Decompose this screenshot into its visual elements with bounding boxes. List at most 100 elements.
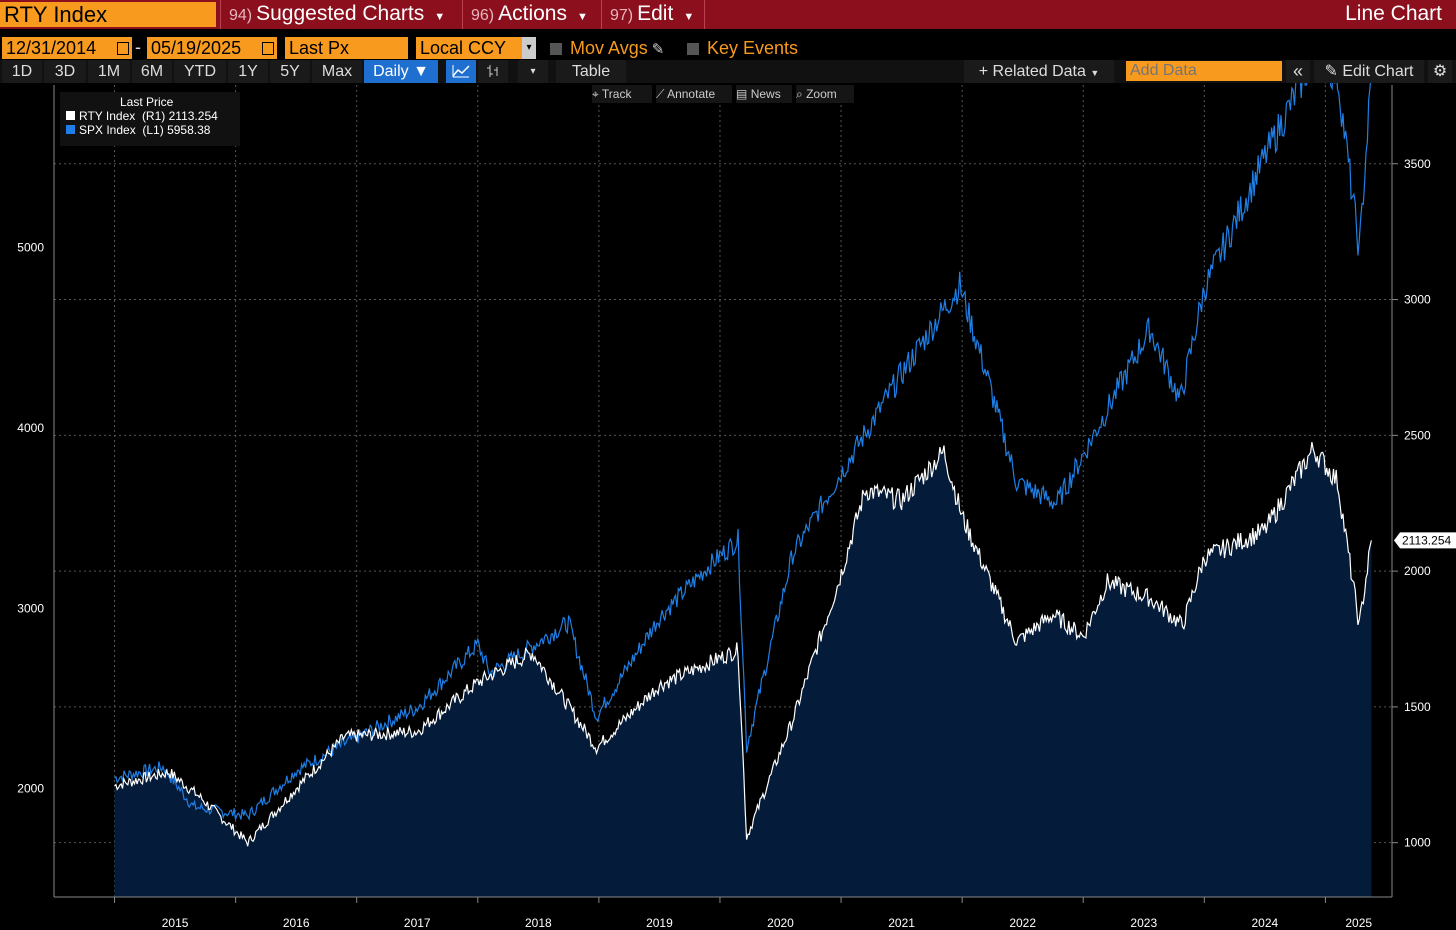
timeframe-5y[interactable]: 5Y [270,60,310,83]
legend-value: 2113.254 [168,109,218,123]
add-data-field[interactable] [1126,61,1284,81]
right-tick-label: 3500 [1404,157,1431,171]
actions-menu[interactable]: 96) Actions ▼ [462,0,600,29]
right-tick-label: 1000 [1404,836,1431,850]
end-date-field[interactable]: 05/19/2025 [147,37,277,59]
legend-name: RTY Index [79,109,136,123]
date-separator: - [135,37,141,57]
caret-down-icon: ▼ [434,11,446,23]
left-tick-label: 4000 [17,421,44,435]
rty-last-value: 2113.254 [1402,533,1451,547]
timeframe-1y[interactable]: 1Y [228,60,268,83]
calendar-icon[interactable] [262,42,274,55]
currency-select[interactable]: Local CCY [416,37,522,59]
left-tick-label: 3000 [17,601,44,615]
legend-swatch [66,125,75,134]
x-tick-label: 2024 [1252,916,1279,930]
x-tick-label: 2015 [162,916,189,930]
related-data-label: + Related Data [978,63,1086,80]
mov-avgs-toggle[interactable]: Mov Avgs ✎ [550,37,664,59]
key-events-toggle[interactable]: Key Events [687,37,798,59]
right-tick-label: 1500 [1404,700,1431,714]
menu-number: 94) [229,7,253,24]
mov-avgs-label: Mov Avgs [570,38,648,58]
edit-chart-button[interactable]: ✎ Edit Chart [1314,60,1424,83]
start-date-field[interactable]: 12/31/2014 [2,37,132,59]
rty-index-line [114,441,1372,847]
caret-down-icon: ▼ [683,11,695,23]
frequency-select[interactable]: Daily ▼ [364,60,438,83]
timeframe-6m[interactable]: 6M [132,60,172,83]
timeframe-1m[interactable]: 1M [88,60,130,83]
rty-last-value-tag [1394,532,1456,549]
caret-down-icon: ▼ [1090,68,1100,78]
news-label: News [750,87,781,101]
zoom-label: Zoom [806,87,837,101]
legend-swatch [66,111,75,120]
chart-legend: Last Price RTY Index (R1) 2113.254 SPX I… [60,92,240,146]
price-chart[interactable]: 2015 2016 2017 2018 2019 2020 2021 2022 2023 2024… [0,83,1456,930]
legend-item-spx: SPX Index (L1) 5958.38 [60,123,240,137]
zoom-tool[interactable]: ⌕ Zoom [796,85,854,103]
pencil-icon: ✎ [1324,63,1338,80]
annotate-icon: ⟋ [656,87,665,101]
caret-down-icon: ▼ [577,11,588,23]
track-tool[interactable]: ⌖ Track [592,85,652,103]
x-tick-label: 2019 [646,916,673,930]
crosshair-icon: ⌖ [592,87,599,101]
annotate-tool[interactable]: ⟋ Annotate [656,85,732,103]
x-tick-label: 2017 [404,916,431,930]
bar-chart-icon[interactable] [478,60,508,83]
legend-item-rty: RTY Index (R1) 2113.254 [60,109,240,123]
start-date-value: 12/31/2014 [6,38,97,58]
related-data-button[interactable]: + Related Data ▼ [964,60,1114,83]
rty-area [114,442,1372,897]
menu-number: 96) [471,7,495,24]
suggested-charts-menu[interactable]: 94) Suggested Charts ▼ [220,0,460,29]
x-tick-label: 2018 [525,916,552,930]
pencil-icon[interactable]: ✎ [651,41,665,58]
table-button[interactable]: Table [556,60,626,83]
add-data-input[interactable] [1126,61,1284,81]
legend-axis: (R1) [141,109,166,123]
checkbox-icon[interactable] [687,43,699,55]
ticker-input[interactable]: RTY Index [0,2,216,27]
gear-icon[interactable]: ⚙ [1428,60,1452,83]
timeframe-max[interactable]: Max [312,60,362,83]
news-tool[interactable]: ▤ News [736,85,792,103]
title-bar [0,0,1456,29]
collapse-icon[interactable]: « [1286,60,1310,83]
news-icon: ▤ [736,87,748,101]
zoom-icon: ⌕ [796,87,803,101]
timeframe-3d[interactable]: 3D [44,60,86,83]
legend-value: 5958.38 [167,123,211,137]
x-tick-label: 2021 [888,916,915,930]
calendar-icon[interactable] [117,42,129,55]
rty-area-fill [114,442,1372,897]
edit-chart-label: Edit Chart [1342,63,1414,80]
line-chart-icon[interactable] [446,60,476,83]
checkbox-icon[interactable] [550,43,562,55]
menu-label: Suggested Charts [256,2,425,25]
annotate-label: Annotate [667,87,716,101]
key-events-label: Key Events [707,38,799,58]
end-date-value: 05/19/2025 [151,38,242,58]
timeframe-ytd[interactable]: YTD [174,60,226,83]
price-field-select[interactable]: Last Px [285,37,408,59]
legend-axis: (L1) [142,123,164,137]
edit-menu[interactable]: 97) Edit ▼ [601,0,705,29]
spx-index-line [114,83,1372,821]
track-label: Track [601,87,632,101]
legend-name: SPX Index [79,123,136,137]
right-tick-label: 2500 [1404,428,1431,442]
menu-label: Edit [637,2,674,25]
timeframe-1d[interactable]: 1D [2,60,42,83]
x-tick-label: 2016 [283,916,310,930]
chart-style-dropdown-icon[interactable]: ▾ [518,60,548,83]
x-tick-label: 2023 [1130,916,1157,930]
menu-label: Actions [498,2,567,25]
currency-dropdown-icon[interactable]: ▾ [522,37,536,59]
chart-type-title: Line Chart [1345,2,1442,25]
menu-number: 97) [610,7,634,24]
left-tick-label: 2000 [17,782,44,796]
